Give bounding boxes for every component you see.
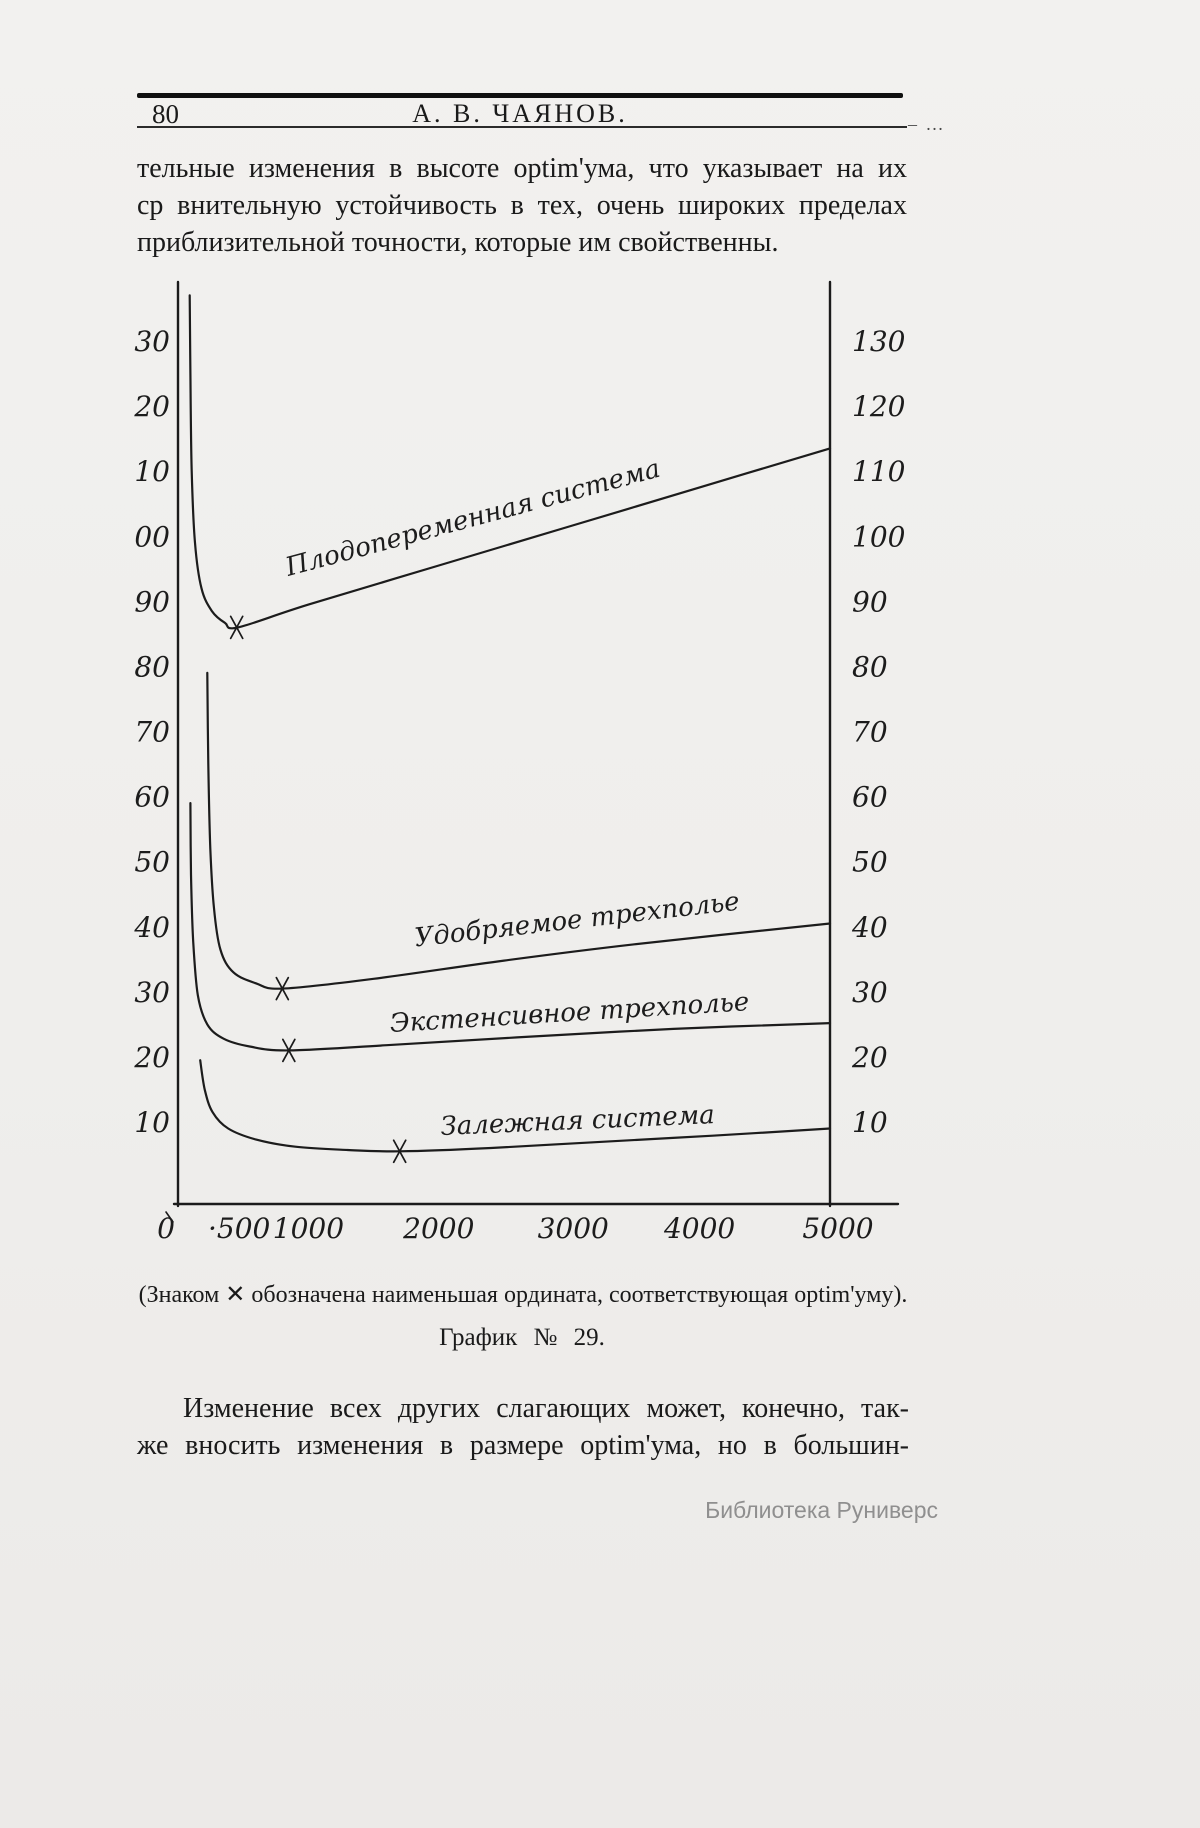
- y-tick-label-right: 40: [851, 911, 888, 944]
- y-tick-label-right: 20: [851, 1041, 888, 1074]
- y-tick-label-left: 40: [133, 911, 170, 944]
- x-tick-label: 4000: [663, 1212, 735, 1245]
- x-tick-label: ·500: [208, 1212, 270, 1245]
- axis-foot-tick: [165, 1211, 174, 1223]
- y-tick-label-right: 80: [852, 650, 888, 683]
- paragraph-line: ср внительную устойчивость в тех, очень …: [137, 190, 907, 221]
- chart-svg: 1301301201201101101001009090808070706060…: [130, 280, 905, 1245]
- paragraph-line: Изменение всех других слагающих может, к…: [183, 1393, 909, 1424]
- header-rule-top: [137, 93, 903, 98]
- y-tick-label-right: 90: [852, 585, 888, 618]
- curve-label: Плодопеременная система: [281, 454, 663, 583]
- header-rule-fragment: – …: [908, 114, 946, 134]
- page-number: 80: [152, 99, 179, 129]
- curve-1: [188, 294, 832, 630]
- x-tick-label: 1000: [273, 1212, 344, 1245]
- y-tick-label-left: 120: [130, 390, 170, 423]
- y-tick-label-right: 130: [852, 325, 905, 358]
- y-tick-label-left: 90: [134, 585, 170, 618]
- paragraph-top: тельные изменения в высоте optim'ума, чт…: [137, 150, 907, 261]
- y-tick-label-left: 110: [130, 455, 170, 488]
- y-tick-label-left: 50: [134, 846, 170, 879]
- y-tick-label-right: 120: [852, 390, 905, 423]
- x-tick-label: 2000: [402, 1212, 474, 1245]
- paragraph-line: приблизительной точности, которые им сво…: [137, 227, 779, 258]
- library-watermark: Библиотека Руниверс: [705, 1497, 938, 1523]
- y-tick-label-right: 70: [852, 716, 888, 749]
- y-tick-label-left: 30: [134, 976, 170, 1009]
- y-tick-label-right: 100: [852, 520, 905, 553]
- y-tick-label-left: 70: [134, 716, 170, 749]
- chart-caption-note: (Знаком ✕ обозначена наименьшая ордината…: [138, 1282, 908, 1308]
- optimum-x-marker: [275, 976, 290, 1001]
- y-tick-label-left: 100: [130, 520, 170, 553]
- y-tick-label-right: 110: [852, 455, 905, 488]
- paragraph-bottom: Изменение всех других слагающих может, к…: [137, 1390, 909, 1464]
- y-tick-label-left: 10: [134, 1106, 170, 1139]
- optimum-x-marker: [392, 1139, 407, 1164]
- running-title: А. В. ЧАЯНОВ.: [412, 99, 628, 128]
- curve-label: Удобряемое трехполье: [413, 887, 741, 954]
- paragraph-line: же вносить изменения в размере optim'ума…: [137, 1430, 909, 1461]
- y-tick-label-left: 20: [133, 1041, 170, 1074]
- x-tick-label: 0: [157, 1212, 175, 1245]
- curve-label: Экстенсивное трехполье: [389, 987, 750, 1039]
- y-tick-label-right: 30: [852, 976, 888, 1009]
- curve-2: [206, 671, 832, 990]
- paragraph-line: тельные изменения в высоте optim'ума, чт…: [137, 153, 907, 184]
- y-tick-label-left: 80: [134, 650, 170, 683]
- curve-4: [199, 1059, 832, 1153]
- header-rule-bottom: [137, 126, 907, 128]
- y-tick-label-right: 60: [852, 781, 888, 814]
- y-tick-label-right: 50: [852, 846, 888, 879]
- curve-label: Залежная система: [440, 1100, 715, 1142]
- curve-3: [189, 802, 832, 1052]
- optimum-x-marker: [281, 1038, 296, 1063]
- chart-caption-title: График № 29.: [439, 1324, 605, 1351]
- y-tick-label-left: 60: [134, 781, 170, 814]
- x-tick-label: 3000: [538, 1212, 609, 1245]
- y-tick-label-left: 130: [130, 325, 170, 358]
- x-tick-label: 5000: [802, 1212, 873, 1245]
- optimum-x-marker: [229, 615, 244, 640]
- y-tick-label-right: 10: [852, 1106, 888, 1139]
